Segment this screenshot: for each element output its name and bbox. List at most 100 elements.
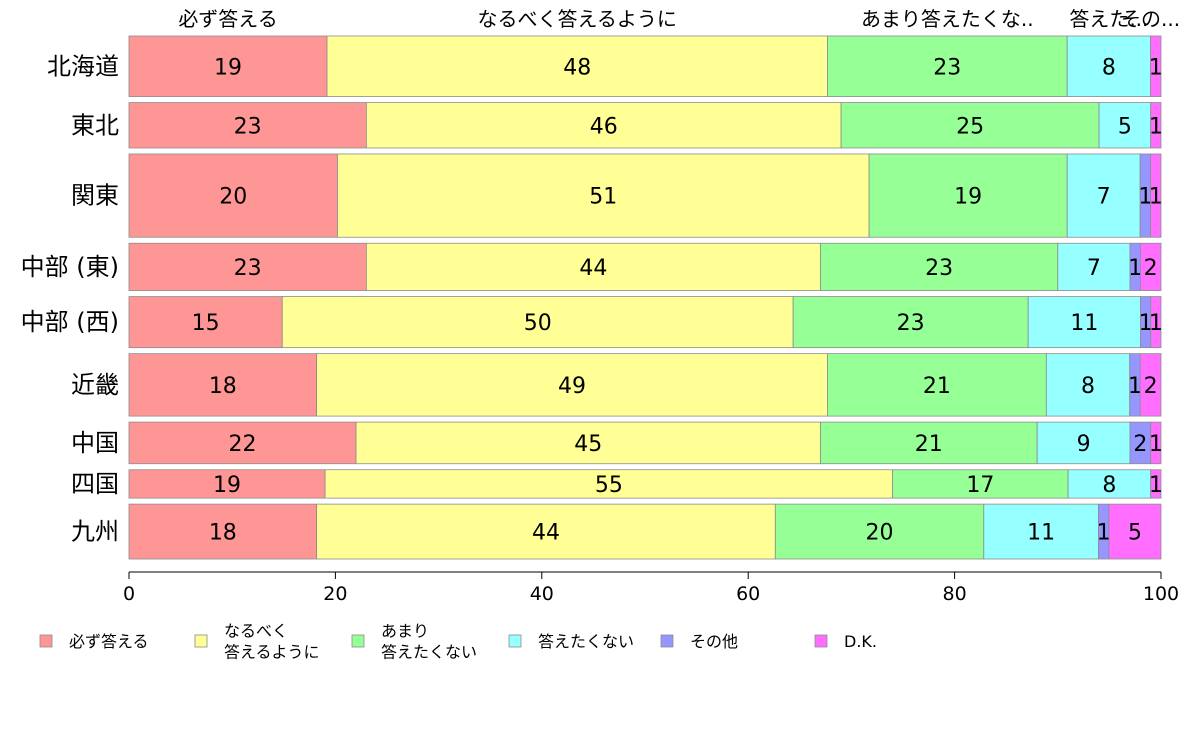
bar-segment <box>128 296 283 349</box>
data-label: 23 <box>925 256 953 281</box>
data-label: 21 <box>915 432 943 457</box>
top-series-labels: 必ず答える なるべく答えるように あまり答えたくな.. 答えた...その... <box>178 7 1180 31</box>
top-series-label: 答えた... <box>1069 7 1148 31</box>
data-label: 1 <box>1139 311 1153 336</box>
bar-segment <box>1150 421 1162 465</box>
legend-item: あまり答えたくない <box>351 622 477 662</box>
data-label: 1 <box>1149 114 1163 139</box>
legend-item: その他 <box>660 632 738 651</box>
data-label: 7 <box>1087 256 1101 281</box>
data-label: 23 <box>933 55 961 80</box>
data-label: 46 <box>590 114 618 139</box>
legend-label: D.K. <box>844 632 877 651</box>
bar-segment <box>1150 296 1162 349</box>
bar-segment <box>840 102 1100 149</box>
bar-row: 18 49 21 8 1 2 <box>128 353 1162 417</box>
bar-segment <box>128 242 367 291</box>
category-label: 中部 (西) <box>21 308 119 336</box>
category-label: 中国 <box>71 429 119 457</box>
data-label: 21 <box>923 374 951 399</box>
bar-segment <box>774 503 985 560</box>
data-label: 44 <box>579 256 607 281</box>
bar-segment <box>316 353 828 417</box>
legend-label: なるべく答えるように <box>224 622 320 662</box>
legend-swatch <box>814 634 828 648</box>
legend-item: 必ず答える <box>39 632 149 651</box>
data-label: 1 <box>1128 256 1142 281</box>
bar-row: 23 44 23 7 1 2 <box>128 242 1162 291</box>
bar-row: 23 46 25 5 1 <box>128 102 1163 149</box>
data-label: 19 <box>213 473 241 498</box>
data-label: 20 <box>866 521 894 546</box>
legend-item: なるべく答えるように <box>194 622 320 662</box>
legend: 必ず答える なるべく答えるように あまり答えたくない 答えたくない その他 D.K. <box>39 622 877 662</box>
legend-swatch <box>351 634 365 648</box>
data-label: 44 <box>532 521 560 546</box>
data-label: 8 <box>1102 55 1116 80</box>
bar-segment <box>1108 503 1162 560</box>
bar-segment <box>1066 35 1151 97</box>
data-label: 11 <box>1027 521 1055 546</box>
category-label: 関東 <box>71 182 119 210</box>
top-series-label: 必ず答える <box>178 7 277 31</box>
bar-segment <box>1057 242 1131 291</box>
bar-row: 20 51 19 7 11 <box>128 153 1163 238</box>
legend-item: 答えたくない <box>508 632 634 651</box>
bar-segment <box>827 353 1047 417</box>
data-label: 9 <box>1077 432 1091 457</box>
data-label: 22 <box>229 432 257 457</box>
data-label: 2 <box>1144 374 1158 399</box>
data-label: 5 <box>1118 114 1132 139</box>
bar-row: 19 48 23 8 1 <box>128 35 1163 97</box>
legend-label: あまり答えたくない <box>381 622 477 662</box>
data-label: 8 <box>1102 473 1116 498</box>
legend-swatch <box>39 634 53 648</box>
data-label: 20 <box>219 185 247 210</box>
bar-segment <box>868 153 1068 238</box>
x-tick-label: 20 <box>323 583 347 605</box>
data-label: 55 <box>595 473 623 498</box>
bar-segment <box>128 102 367 149</box>
data-label: 7 <box>1097 185 1111 210</box>
bar-segment <box>1066 153 1141 238</box>
data-label: 18 <box>209 521 237 546</box>
category-label: 近畿 <box>71 371 119 399</box>
data-label: 1 <box>1149 55 1163 80</box>
data-label: 1 <box>1149 185 1163 210</box>
legend-label: 必ず答える <box>69 632 149 651</box>
bar-segment <box>1139 242 1162 291</box>
data-label: 11 <box>1070 311 1098 336</box>
x-tick-label: 100 <box>1143 583 1179 605</box>
bar-segment <box>128 153 338 238</box>
bar-segment <box>983 503 1099 560</box>
data-label: 1 <box>1128 374 1142 399</box>
data-label: 1 <box>1149 311 1163 336</box>
bar-segment <box>128 353 318 417</box>
bar-segment <box>820 421 1038 465</box>
data-label: 1 <box>1097 521 1111 546</box>
bar-row: 19 55 17 8 1 <box>128 469 1163 499</box>
bar-segment <box>1150 102 1162 149</box>
x-tick-label: 80 <box>943 583 967 605</box>
data-label: 25 <box>956 114 984 139</box>
data-label: 51 <box>589 185 617 210</box>
data-label: 19 <box>214 55 242 80</box>
category-label: 北海道 <box>47 52 119 80</box>
bar-segment <box>1150 35 1162 97</box>
x-tick-label: 40 <box>530 583 554 605</box>
data-label: 48 <box>563 55 591 80</box>
data-label: 19 <box>954 185 982 210</box>
bar-segment <box>1150 153 1162 238</box>
bar-segment <box>1150 469 1162 499</box>
bar-segment <box>1027 296 1141 349</box>
legend-item: D.K. <box>814 632 877 651</box>
bar-segment <box>1098 102 1152 149</box>
bar-segment <box>337 153 870 238</box>
data-label: 8 <box>1081 374 1095 399</box>
top-series-label: あまり答えたくな.. <box>861 7 1034 31</box>
data-label: 23 <box>234 114 262 139</box>
data-label: 5 <box>1128 521 1142 546</box>
x-tick-label: 0 <box>123 583 135 605</box>
